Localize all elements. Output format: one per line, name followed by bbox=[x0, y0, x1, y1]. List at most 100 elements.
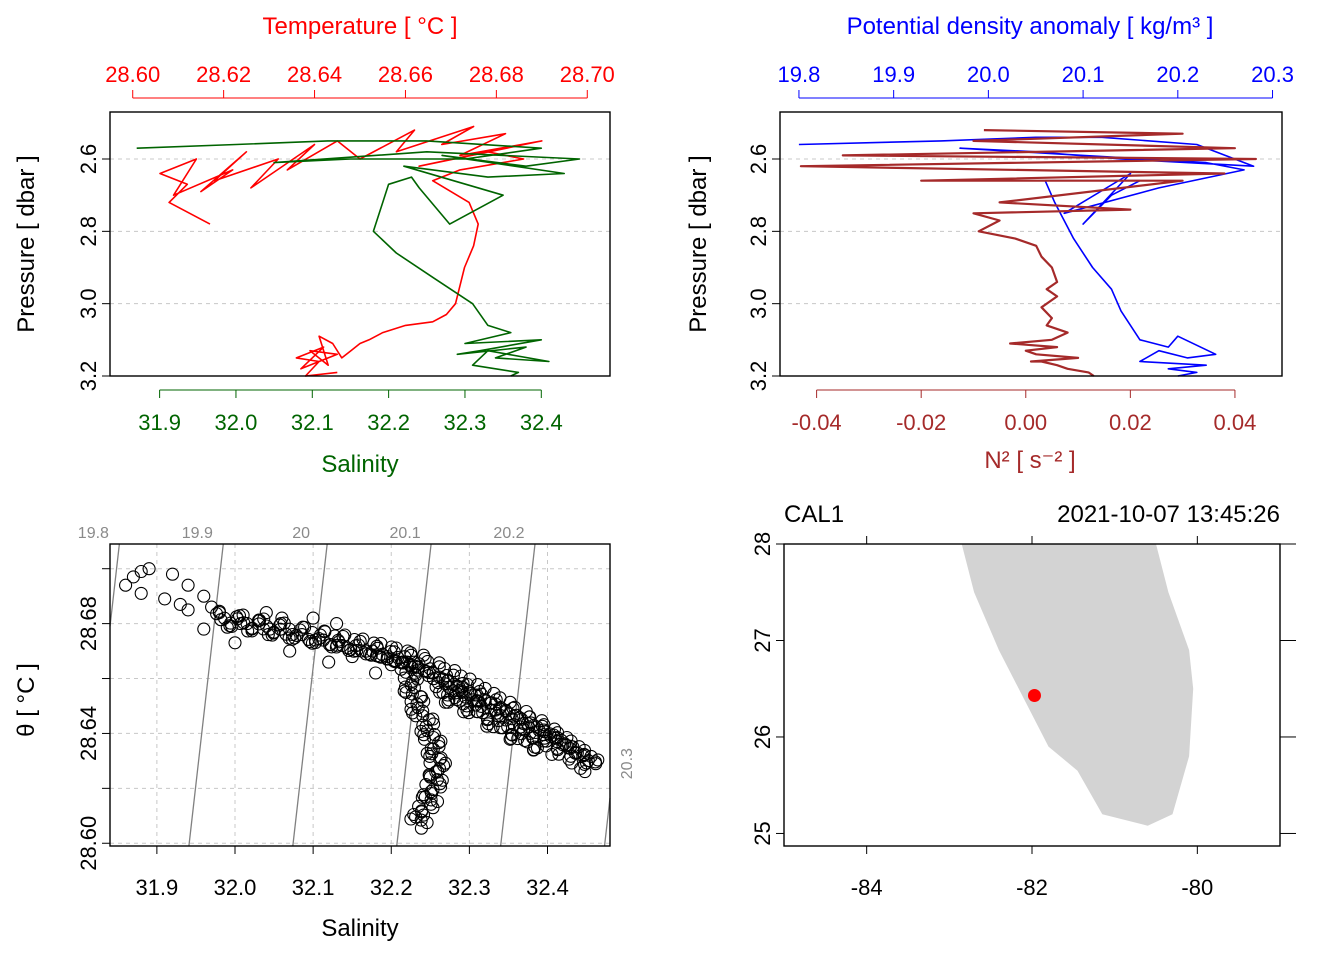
ts-point bbox=[432, 670, 446, 684]
p3-y-tick-label: 28.68 bbox=[76, 596, 101, 651]
ts-point bbox=[514, 727, 528, 741]
ts-point bbox=[578, 765, 592, 779]
p3-x-tick-label: 32.3 bbox=[448, 875, 491, 900]
ts-point bbox=[447, 677, 461, 691]
ts-point bbox=[422, 769, 436, 783]
ts-point bbox=[435, 773, 449, 787]
ts-point bbox=[452, 684, 466, 698]
p1-series bbox=[136, 125, 581, 377]
p2-bottom-tick-label: 0.02 bbox=[1109, 410, 1152, 435]
ts-point bbox=[332, 635, 346, 649]
p3-ticks: 31.9 32.0 32.1 32.2 32.3 32.4 28.60 28.64 28.68 bbox=[76, 568, 569, 900]
ts-point bbox=[424, 797, 438, 811]
p2-bottom-tick-label: 0.00 bbox=[1004, 410, 1047, 435]
panel-ts-profile: 2.6 2.8 3.0 3.2 28.60 28.62 28.64 28.66 28.68 28.… bbox=[13, 13, 615, 478]
ts-point bbox=[322, 655, 336, 669]
ts-point bbox=[523, 726, 537, 740]
ts-point bbox=[322, 638, 337, 652]
ts-point bbox=[545, 747, 559, 761]
ts-point bbox=[232, 609, 247, 623]
ts-point bbox=[181, 603, 195, 617]
isopycnal-label: 19.9 bbox=[182, 525, 213, 542]
ts-point bbox=[469, 698, 483, 712]
isopycnal-label: 20.1 bbox=[390, 525, 421, 542]
ts-point bbox=[369, 666, 383, 680]
ts-point bbox=[501, 720, 515, 734]
ts-point bbox=[480, 719, 494, 733]
ts-point bbox=[407, 655, 421, 669]
p4-y-tick-label: 26 bbox=[750, 725, 775, 749]
isopycnal-line bbox=[109, 543, 121, 627]
p1-top-tick-label: 28.64 bbox=[287, 62, 342, 87]
p2-bottom-tick-label: 0.04 bbox=[1214, 410, 1257, 435]
p1-ticks: 2.6 2.8 3.0 3.2 28.60 28.62 28.64 28.66 28.68 28.… bbox=[76, 62, 615, 435]
ts-point bbox=[165, 567, 180, 581]
ts-point bbox=[471, 678, 485, 692]
ts-point bbox=[354, 644, 369, 658]
ts-point bbox=[220, 620, 234, 634]
ts-point bbox=[325, 640, 339, 654]
ts-point bbox=[223, 619, 237, 633]
station-marker bbox=[1027, 688, 1041, 702]
p2-top-tick-label: 20.1 bbox=[1062, 62, 1105, 87]
p1-top-axis-title: Temperature [ °C ] bbox=[263, 13, 458, 40]
p2-top-tick-label: 20.3 bbox=[1251, 62, 1294, 87]
ts-point bbox=[518, 733, 532, 748]
p3-y-axis-title: θ [ °C ] bbox=[13, 663, 40, 737]
ts-point bbox=[330, 617, 344, 631]
p2-series bbox=[798, 129, 1258, 377]
p4-land bbox=[961, 544, 1194, 826]
p1-bottom-axis-title: Salinity bbox=[321, 451, 398, 478]
ts-point bbox=[476, 706, 490, 720]
p2-top-tick-label: 20.0 bbox=[967, 62, 1010, 87]
ts-point bbox=[414, 813, 428, 827]
p2-top-axis-title: Potential density anomaly [ kg/m³ ] bbox=[847, 13, 1214, 40]
ts-point bbox=[404, 812, 418, 826]
p4-y-tick-label: 25 bbox=[750, 821, 775, 845]
ts-point bbox=[526, 743, 541, 757]
p1-bottom-tick-label: 32.2 bbox=[367, 410, 410, 435]
ts-point bbox=[578, 757, 592, 771]
p1-y-tick-label: 2.6 bbox=[76, 144, 101, 175]
p3-x-tick-label: 32.4 bbox=[526, 875, 569, 900]
p2-bottom-tick-label: -0.02 bbox=[896, 410, 946, 435]
ts-point bbox=[415, 790, 429, 804]
salinity-profile-line bbox=[136, 140, 581, 377]
ts-point bbox=[212, 604, 226, 618]
ts-point bbox=[283, 644, 297, 658]
ts-point bbox=[544, 730, 558, 744]
p1-y-tick-label: 3.2 bbox=[76, 361, 101, 392]
ts-point bbox=[228, 636, 242, 650]
isopycnal-line bbox=[396, 543, 432, 847]
p1-y-tick-label: 2.8 bbox=[76, 216, 101, 247]
ts-point bbox=[424, 793, 438, 807]
ts-point bbox=[462, 706, 476, 720]
ts-point bbox=[494, 721, 508, 735]
p2-top-tick-label: 19.9 bbox=[872, 62, 915, 87]
p2-grid bbox=[780, 158, 1282, 377]
ts-point bbox=[449, 686, 463, 700]
isopycnal-label: 20.2 bbox=[493, 525, 524, 542]
ts-point bbox=[424, 742, 438, 756]
isopycnal-label: 19.8 bbox=[78, 525, 109, 542]
p3-x-axis-title: Salinity bbox=[321, 915, 398, 942]
florida-landmass bbox=[961, 544, 1194, 826]
ts-point bbox=[511, 732, 525, 746]
ts-point bbox=[457, 705, 471, 719]
p1-bottom-tick-label: 32.1 bbox=[291, 410, 334, 435]
ts-point bbox=[273, 622, 287, 636]
ts-point bbox=[530, 741, 544, 755]
p3-y-tick-label: 28.64 bbox=[76, 706, 101, 761]
ts-point bbox=[414, 821, 428, 835]
ts-point bbox=[134, 586, 148, 600]
ts-point bbox=[417, 664, 431, 678]
p3-isopycnals: 19.8 19.9 20 20.1 20.2 20.3 bbox=[78, 525, 636, 847]
p1-bottom-tick-label: 31.9 bbox=[138, 410, 181, 435]
p1-bottom-tick-label: 32.4 bbox=[520, 410, 563, 435]
p3-grid bbox=[110, 544, 610, 846]
ts-point bbox=[426, 783, 440, 797]
ts-point bbox=[134, 564, 148, 579]
ts-point bbox=[506, 701, 520, 715]
ts-point bbox=[489, 693, 503, 707]
